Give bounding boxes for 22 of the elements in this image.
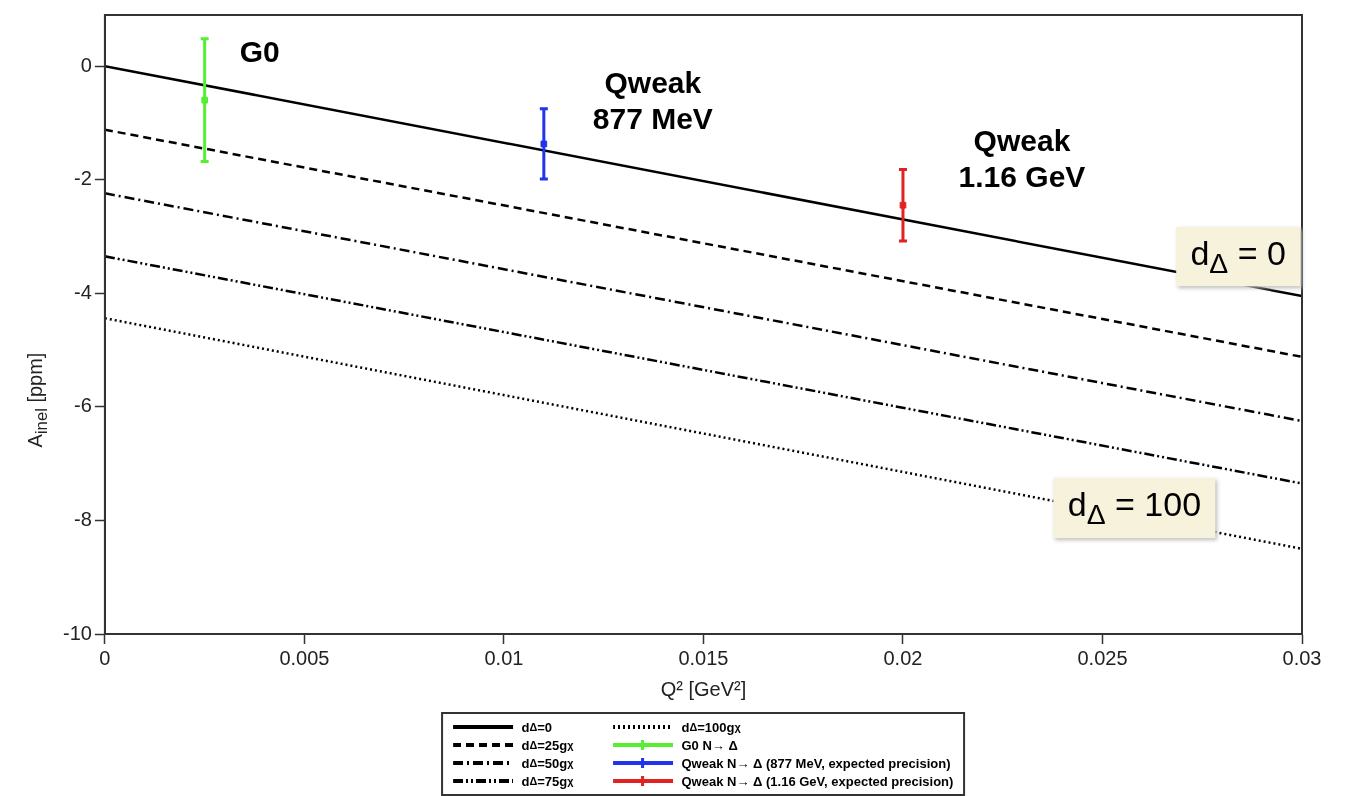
x-tick-label: 0.02 [883, 646, 923, 669]
y-tick-label: -10 [63, 621, 92, 644]
annotation: Qweak 1.16 GeV [958, 123, 1086, 196]
y-tick-label: -2 [74, 167, 92, 190]
y-tick-label: -8 [74, 507, 92, 530]
annotation: d$_{Δ}$ = 100 [1053, 478, 1216, 539]
legend-label: Qweak N→ Δ (877 MeV, expected precision) [680, 754, 952, 772]
x-tick-label: 0 [99, 646, 111, 669]
x-tick-label: 0.03 [1282, 646, 1322, 669]
y-tick-label: -6 [74, 394, 92, 417]
x-tick-label: 0.01 [484, 646, 524, 669]
y-tick-label: -4 [74, 280, 92, 303]
annotation: Qweak 877 MeV [592, 64, 713, 137]
y-tick-label: 0 [80, 53, 92, 76]
legend-label: G0 N→ Δ [680, 736, 739, 754]
annotation: d$_{Δ}$ = 0 [1176, 226, 1300, 287]
x-axis-title: Q² [GeV²] [660, 677, 747, 700]
x-tick-label: 0.005 [279, 646, 330, 669]
legend-label: Qweak N→ Δ (1.16 GeV, expected precision) [680, 772, 954, 790]
x-tick-label: 0.025 [1077, 646, 1128, 669]
x-tick-label: 0.015 [678, 646, 729, 669]
annotation: G0 [239, 34, 280, 71]
